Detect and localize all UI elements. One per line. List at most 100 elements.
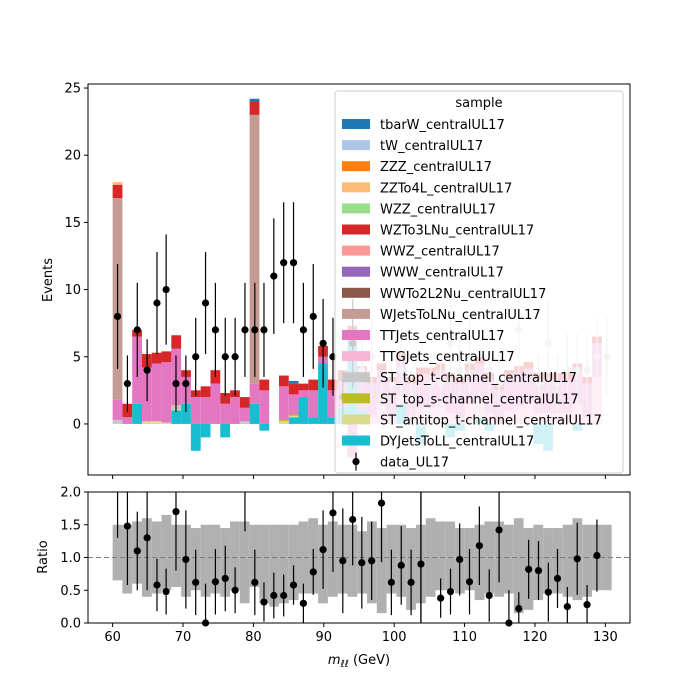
bar-segment	[308, 379, 319, 391]
ratio-point	[583, 601, 591, 609]
ratio-point	[123, 522, 132, 530]
legend-item: TTGJets_centralUL17	[342, 350, 515, 365]
ratio-point	[515, 604, 523, 613]
bar-segment	[112, 399, 123, 420]
legend-swatch	[342, 266, 370, 277]
band-segment	[435, 521, 446, 591]
ratio-point	[377, 499, 386, 507]
band-segment	[230, 521, 240, 591]
legend-swatch	[342, 182, 370, 193]
data-point	[260, 326, 268, 334]
data-point	[192, 353, 200, 361]
bar-segment	[278, 421, 289, 424]
legend-label: WJetsToLNu_centralUL17	[380, 308, 541, 323]
ratio-point	[153, 581, 161, 589]
data-point	[172, 380, 180, 388]
ratio-point	[534, 567, 543, 575]
band-segment	[259, 524, 270, 604]
data-point	[133, 326, 141, 334]
main-axes-frame	[87, 83, 631, 476]
legend-label: ST_top_t-channel_centralUL17	[380, 371, 577, 386]
y-tick-label: 10	[64, 283, 81, 298]
legend-box	[334, 90, 624, 474]
band-segment	[513, 518, 524, 614]
bar-segment	[288, 394, 299, 415]
ratio-x-tick-label: 70	[175, 630, 192, 645]
data-point	[289, 259, 298, 267]
bar-segment	[112, 184, 123, 199]
data-point	[143, 366, 151, 374]
bar-segment	[151, 363, 162, 422]
bar-segment	[161, 422, 172, 424]
data-point	[182, 380, 190, 388]
ratio-panel: 0.0 0.5 1.0 1.5 2.0 60 70 80 90 100 110 120 130 Rat…	[36, 486, 631, 670]
legend-label: WZTo3LNu_centralUL17	[380, 224, 534, 239]
bar-segment	[278, 375, 289, 387]
ratio-point	[133, 547, 141, 555]
bar-segment	[298, 383, 309, 391]
ratio-point	[563, 603, 571, 611]
data-point	[251, 326, 259, 334]
ratio-point	[309, 568, 317, 576]
bar-segment	[288, 417, 299, 424]
data-point	[309, 312, 317, 321]
ratio-point	[143, 534, 151, 542]
bar-segment	[259, 379, 270, 391]
ratio-point	[485, 591, 493, 600]
y-tick-label: 20	[64, 149, 81, 164]
legend-label: TTJets_centralUL17	[379, 329, 505, 344]
ratio-point	[162, 587, 170, 596]
band-segment	[445, 521, 456, 591]
legend-label: WZZ_centralUL17	[380, 202, 496, 217]
ratio-point	[319, 546, 327, 554]
bar-segment	[239, 421, 250, 424]
bar-segment	[220, 423, 231, 438]
band-segment	[543, 528, 553, 594]
band-segment	[425, 518, 436, 597]
band-segment	[161, 514, 172, 591]
ratio-point	[339, 557, 347, 565]
bar-segment	[181, 403, 191, 424]
bar-segment	[308, 390, 319, 418]
band-segment	[376, 528, 387, 614]
legend-item: ST_top_s-channel_centralUL17	[342, 392, 579, 407]
legend-swatch	[342, 308, 370, 319]
legend-item: WJetsToLNu_centralUL17	[342, 308, 541, 323]
bar-segment	[190, 423, 201, 451]
legend-title: sample	[455, 96, 502, 111]
bar-segment	[141, 421, 152, 424]
legend-item: ZZTo4L_centralUL17	[342, 181, 512, 196]
bar-segment	[220, 403, 231, 424]
data-point	[221, 353, 229, 361]
band-segment	[582, 524, 593, 597]
bar-segment	[171, 335, 182, 349]
band-segment	[298, 521, 309, 594]
legend-swatch	[342, 224, 370, 235]
bar-segment	[249, 114, 260, 384]
legend-swatch	[342, 393, 370, 404]
bar-segment	[259, 390, 270, 424]
x-axis-label: mℓℓ (GeV)	[328, 653, 390, 670]
y-tick-label: 0	[73, 417, 81, 432]
ratio-point	[446, 587, 455, 596]
band-segment	[278, 524, 289, 604]
ratio-point	[387, 578, 395, 586]
ratio-x-tick-label: 130	[593, 630, 618, 645]
legend-label: tbarW_centralUL17	[380, 118, 505, 133]
series-tbarW_centralUL17	[249, 98, 299, 384]
bar-segment	[278, 386, 289, 420]
legend-item: DYJetsToLL_centralUL17	[342, 435, 534, 450]
ratio-y-tick-label: 1.0	[60, 551, 81, 566]
ratio-point	[231, 586, 239, 594]
ratio-point	[211, 578, 220, 586]
data-point	[241, 326, 249, 334]
legend-label: WWW_centralUL17	[380, 266, 504, 281]
bar-segment	[327, 390, 338, 418]
ratio-point	[251, 578, 259, 586]
ratio-point	[358, 559, 366, 567]
bar-segment	[298, 390, 309, 398]
ratio-point	[437, 594, 445, 602]
bar-segment	[210, 383, 221, 424]
data-point	[162, 285, 170, 294]
